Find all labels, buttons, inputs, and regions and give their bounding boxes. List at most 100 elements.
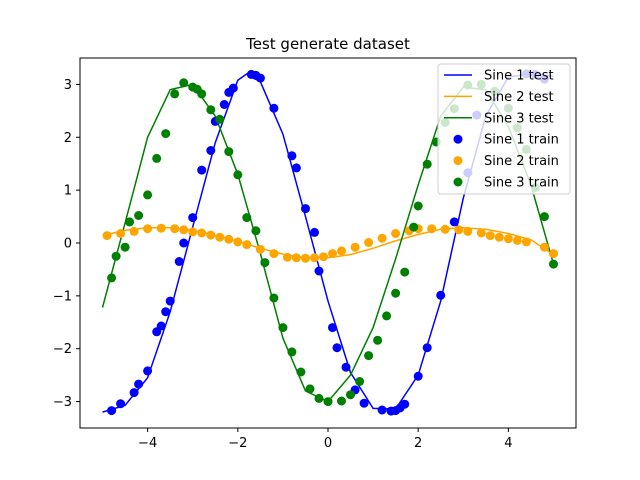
legend-marker-swatch <box>453 156 463 166</box>
scatter-point-2 <box>156 223 166 233</box>
scatter-point-1 <box>413 371 423 381</box>
scatter-point-1 <box>129 388 139 398</box>
axis-ticks: −4 −2 0 2 4 −3 −2 −1 0 1 2 3 <box>53 78 513 451</box>
scatter-point-2 <box>282 252 292 262</box>
scatter-point-1 <box>228 83 238 93</box>
scatter-point-1 <box>174 257 184 266</box>
scatter-point-2 <box>102 231 112 241</box>
scatter-point-1 <box>179 238 189 248</box>
y-tick-label: 3 <box>64 78 72 93</box>
scatter-point-2 <box>512 235 522 245</box>
scatter-point-2 <box>364 238 374 247</box>
scatter-point-1 <box>165 296 175 306</box>
y-tick-label: 1 <box>64 184 72 199</box>
scatter-point-1 <box>287 151 297 161</box>
legend-marker-swatch <box>453 177 463 187</box>
scatter-point-2 <box>440 224 450 234</box>
scatter-point-2 <box>521 237 531 247</box>
scatter-point-2 <box>129 226 139 236</box>
scatter-point-2 <box>391 229 401 238</box>
scatter-point-2 <box>215 232 225 242</box>
scatter-point-3 <box>346 390 355 400</box>
scatter-point-1 <box>310 227 319 237</box>
scatter-point-3 <box>539 212 549 222</box>
y-tick-label: 2 <box>64 131 72 146</box>
scatter-point-3 <box>134 211 144 220</box>
scatter-point-3 <box>233 170 243 180</box>
legend: Sine 1 test Sine 2 test Sine 3 test Sine 1 … <box>437 63 571 195</box>
legend-label: Sine 3 train <box>484 176 559 191</box>
x-tick-label: −2 <box>228 436 247 451</box>
legend-marker-swatch <box>453 134 463 144</box>
scatter-point-1 <box>188 213 198 223</box>
scatter-point-3 <box>111 251 121 261</box>
scatter-point-2 <box>337 246 346 256</box>
scatter-point-2 <box>549 249 558 259</box>
scatter-point-1 <box>134 379 144 389</box>
legend-label: Sine 3 test <box>484 111 554 126</box>
scatter-point-3 <box>242 213 252 223</box>
scatter-point-3 <box>305 384 315 394</box>
scatter-point-3 <box>355 377 365 386</box>
scatter-point-3 <box>143 190 153 200</box>
scatter-point-3 <box>197 89 207 99</box>
scatter-point-3 <box>179 78 189 88</box>
scatter-point-1 <box>143 366 153 376</box>
scatter-point-2 <box>291 253 301 263</box>
scatter-point-3 <box>413 201 423 211</box>
scatter-point-3 <box>314 393 324 403</box>
legend-label: Sine 1 train <box>484 133 559 148</box>
scatter-point-1 <box>116 399 126 409</box>
x-tick-label: 0 <box>324 436 332 451</box>
scatter-point-1 <box>436 290 446 300</box>
scatter-point-2 <box>206 230 216 240</box>
plot-area <box>101 69 558 416</box>
y-tick-label: −2 <box>53 342 72 357</box>
scatter-point-3 <box>215 114 225 124</box>
scatter-point-3 <box>296 367 306 377</box>
scatter-point-2 <box>319 252 328 262</box>
scatter-point-3 <box>337 396 346 406</box>
scatter-point-3 <box>152 153 162 163</box>
scatter-point-2 <box>328 249 337 259</box>
scatter-point-2 <box>116 229 126 238</box>
x-tick-label: 2 <box>414 436 422 451</box>
scatter-point-2 <box>454 225 464 235</box>
legend-label: Sine 1 test <box>484 69 554 84</box>
scatter-point-1 <box>449 217 459 227</box>
scatter-point-2 <box>427 224 437 234</box>
scatter-point-1 <box>156 321 166 331</box>
scatter-point-1 <box>107 406 117 416</box>
scatter-point-3 <box>400 267 410 277</box>
scatter-point-3 <box>170 89 180 99</box>
scatter-point-2 <box>255 244 265 254</box>
scatter-point-1 <box>400 399 410 409</box>
scatter-point-3 <box>206 105 216 115</box>
legend-label: Sine 2 train <box>484 154 559 169</box>
scatter-point-2 <box>503 234 513 244</box>
scatter-point-3 <box>224 147 234 157</box>
legend-box <box>437 63 571 195</box>
scatter-point-2 <box>242 240 252 250</box>
scatter-point-3 <box>391 288 401 298</box>
scatter-point-3 <box>549 259 558 269</box>
scatter-point-1 <box>269 103 279 113</box>
scatter-point-2 <box>170 224 180 234</box>
scatter-point-2 <box>494 232 504 242</box>
scatter-point-3 <box>382 311 392 321</box>
scatter-point-2 <box>233 237 243 247</box>
scatter-point-1 <box>359 398 369 408</box>
scatter-point-1 <box>291 163 301 173</box>
x-tick-label: 4 <box>504 436 512 451</box>
scatter-point-1 <box>377 405 387 415</box>
scatter-point-3 <box>364 351 374 361</box>
scatter-point-3 <box>161 129 171 139</box>
scatter-point-1 <box>422 343 432 353</box>
scatter-point-2 <box>476 228 486 238</box>
scatter-point-2 <box>350 242 360 252</box>
scatter-point-3 <box>409 222 419 232</box>
scatter-point-3 <box>251 226 261 236</box>
scatter-point-2 <box>463 226 473 236</box>
scatter-point-3 <box>269 293 279 303</box>
